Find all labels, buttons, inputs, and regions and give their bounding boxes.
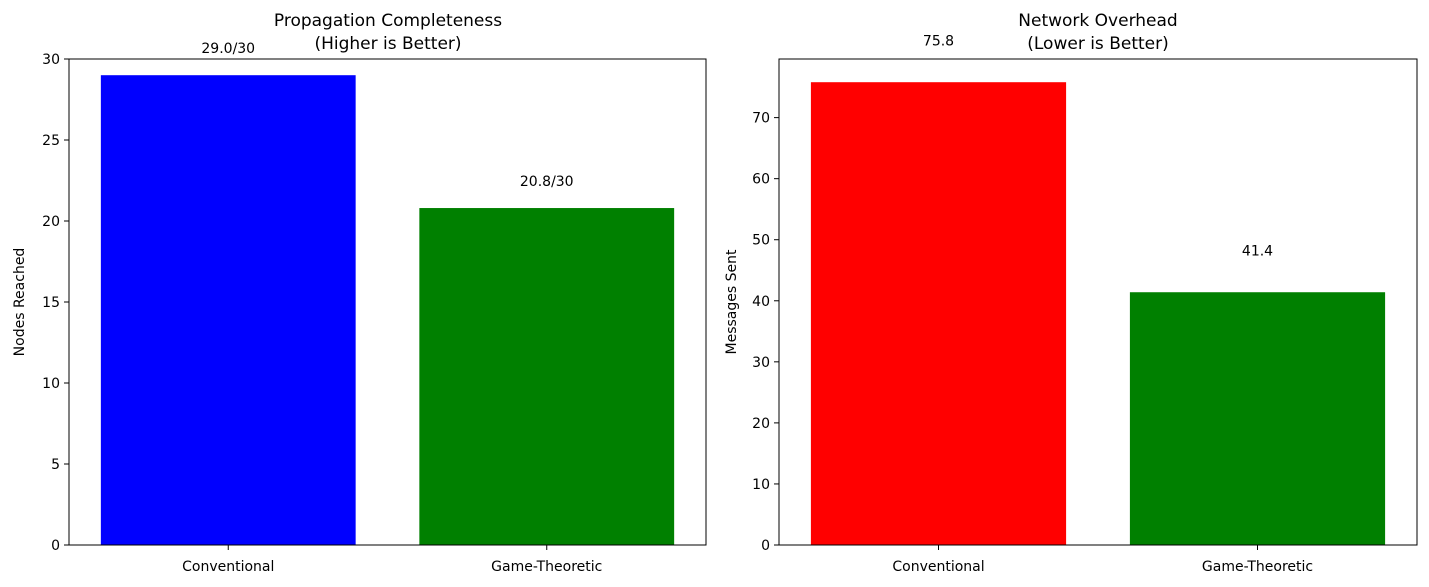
y-tick-label: 10 [42, 376, 60, 392]
x-tick-label: Conventional [892, 559, 984, 575]
y-axis: 0 10 20 30 40 50 60 70 [752, 111, 779, 554]
chart-title-line2: (Higher is Better) [314, 34, 461, 54]
data-label-group: 75.8 41.4 [923, 34, 1273, 260]
bar-game-theoretic [419, 208, 675, 546]
y-tick-label: 30 [752, 355, 770, 371]
chart-network-overhead: Network Overhead (Lower is Better) Messa… [724, 11, 1418, 575]
bar-conventional [100, 75, 356, 545]
bar-conventional [810, 82, 1067, 546]
y-tick-label: 40 [752, 294, 770, 310]
bar-game-theoretic [1129, 292, 1386, 545]
x-axis: Conventional Game-Theoretic [182, 545, 602, 575]
y-axis-label: Nodes Reached [12, 248, 28, 357]
data-label-group: 29.0/30 20.8/30 [201, 41, 573, 190]
data-label: 75.8 [923, 34, 954, 50]
bar-group [810, 82, 1386, 546]
y-tick-label: 0 [761, 538, 770, 554]
y-tick-label: 20 [42, 214, 60, 230]
chart-title-line1: Propagation Completeness [274, 11, 502, 31]
y-tick-label: 50 [752, 233, 770, 249]
y-tick-label: 20 [752, 416, 770, 432]
y-tick-label: 0 [51, 538, 60, 554]
y-tick-label: 30 [42, 52, 60, 68]
y-tick-label: 10 [752, 477, 770, 493]
data-label: 41.4 [1242, 244, 1273, 260]
y-tick-label: 60 [752, 172, 770, 188]
chart-title-line1: Network Overhead [1018, 11, 1177, 31]
y-tick-label: 70 [752, 111, 770, 127]
x-axis: Conventional Game-Theoretic [892, 545, 1313, 575]
x-tick-label: Conventional [182, 559, 274, 575]
chart-propagation-completeness: Propagation Completeness (Higher is Bett… [12, 11, 707, 575]
y-tick-label: 25 [42, 133, 60, 149]
x-tick-label: Game-Theoretic [491, 559, 602, 575]
chart-title-line2: (Lower is Better) [1027, 34, 1168, 54]
plot-frame [778, 58, 1418, 546]
data-label: 20.8/30 [520, 174, 574, 190]
bar-group [100, 75, 675, 546]
data-label: 29.0/30 [201, 41, 255, 57]
y-tick-label: 15 [42, 295, 60, 311]
y-tick-label: 5 [51, 457, 60, 473]
x-tick-label: Game-Theoretic [1202, 559, 1313, 575]
y-axis-label: Messages Sent [724, 249, 740, 354]
y-axis: 0 5 10 15 20 25 30 [42, 52, 69, 554]
